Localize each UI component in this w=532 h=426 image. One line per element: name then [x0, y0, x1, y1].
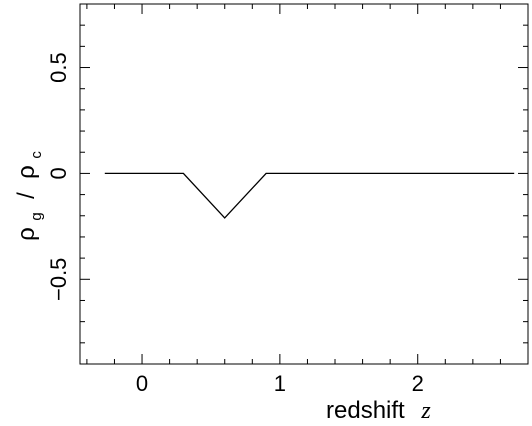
x-tick-label: 2 [412, 371, 424, 396]
y-tick-label: 0.5 [46, 52, 71, 83]
x-axis-label-variable: z [420, 398, 431, 424]
plot-area-border [79, 3, 529, 365]
y-label-separator: / [13, 186, 40, 206]
tick-labels: 0 1 2 −0.5 0 0.5 [46, 52, 424, 396]
x-tick-label: 0 [136, 371, 148, 396]
y-axis-label: ρ g / ρ c [13, 151, 47, 241]
plot-frame [79, 3, 529, 365]
y-label-sub-numerator: g [28, 212, 45, 220]
series-layer [104, 172, 515, 219]
series-line [104, 172, 515, 219]
y-tick-label: 0 [46, 167, 71, 179]
y-label-sub-denominator: c [28, 151, 45, 159]
axis-ticks [80, 3, 529, 364]
y-label-rho-denominator: ρ [13, 165, 40, 179]
x-tick-label: 1 [274, 371, 286, 396]
x-axis-label-text: redshift [326, 397, 405, 424]
y-tick-label: −0.5 [46, 258, 71, 301]
y-label-rho-numerator: ρ [13, 227, 40, 241]
x-axis-label: redshift z [326, 397, 431, 424]
